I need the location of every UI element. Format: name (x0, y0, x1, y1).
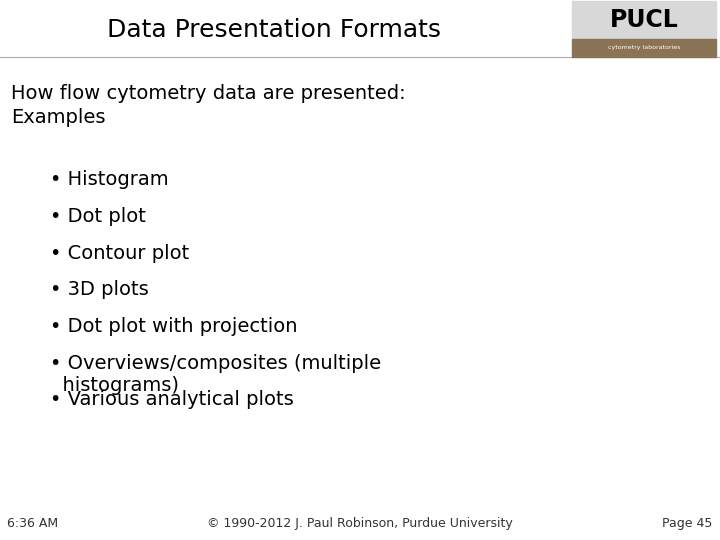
Text: • Dot plot: • Dot plot (50, 207, 146, 226)
Text: • Histogram: • Histogram (50, 170, 169, 189)
Text: Page 45: Page 45 (662, 517, 713, 530)
Text: PUCL: PUCL (610, 8, 679, 32)
Text: 6:36 AM: 6:36 AM (7, 517, 58, 530)
Bar (572, 1, 716, 39)
Text: • 3D plots: • 3D plots (50, 280, 149, 299)
Text: cytometry laboratories: cytometry laboratories (608, 45, 680, 50)
Text: • Various analytical plots: • Various analytical plots (50, 390, 294, 409)
Text: © 1990-2012 J. Paul Robinson, Purdue University: © 1990-2012 J. Paul Robinson, Purdue Uni… (207, 517, 513, 530)
Text: • Overviews/composites (multiple
  histograms): • Overviews/composites (multiple histogr… (50, 354, 382, 395)
Bar (572, 39, 716, 57)
Text: • Contour plot: • Contour plot (50, 244, 189, 262)
Text: • Dot plot with projection: • Dot plot with projection (50, 317, 298, 336)
Text: How flow cytometry data are presented:
Examples: How flow cytometry data are presented: E… (11, 84, 405, 127)
Text: Data Presentation Formats: Data Presentation Formats (107, 18, 441, 42)
